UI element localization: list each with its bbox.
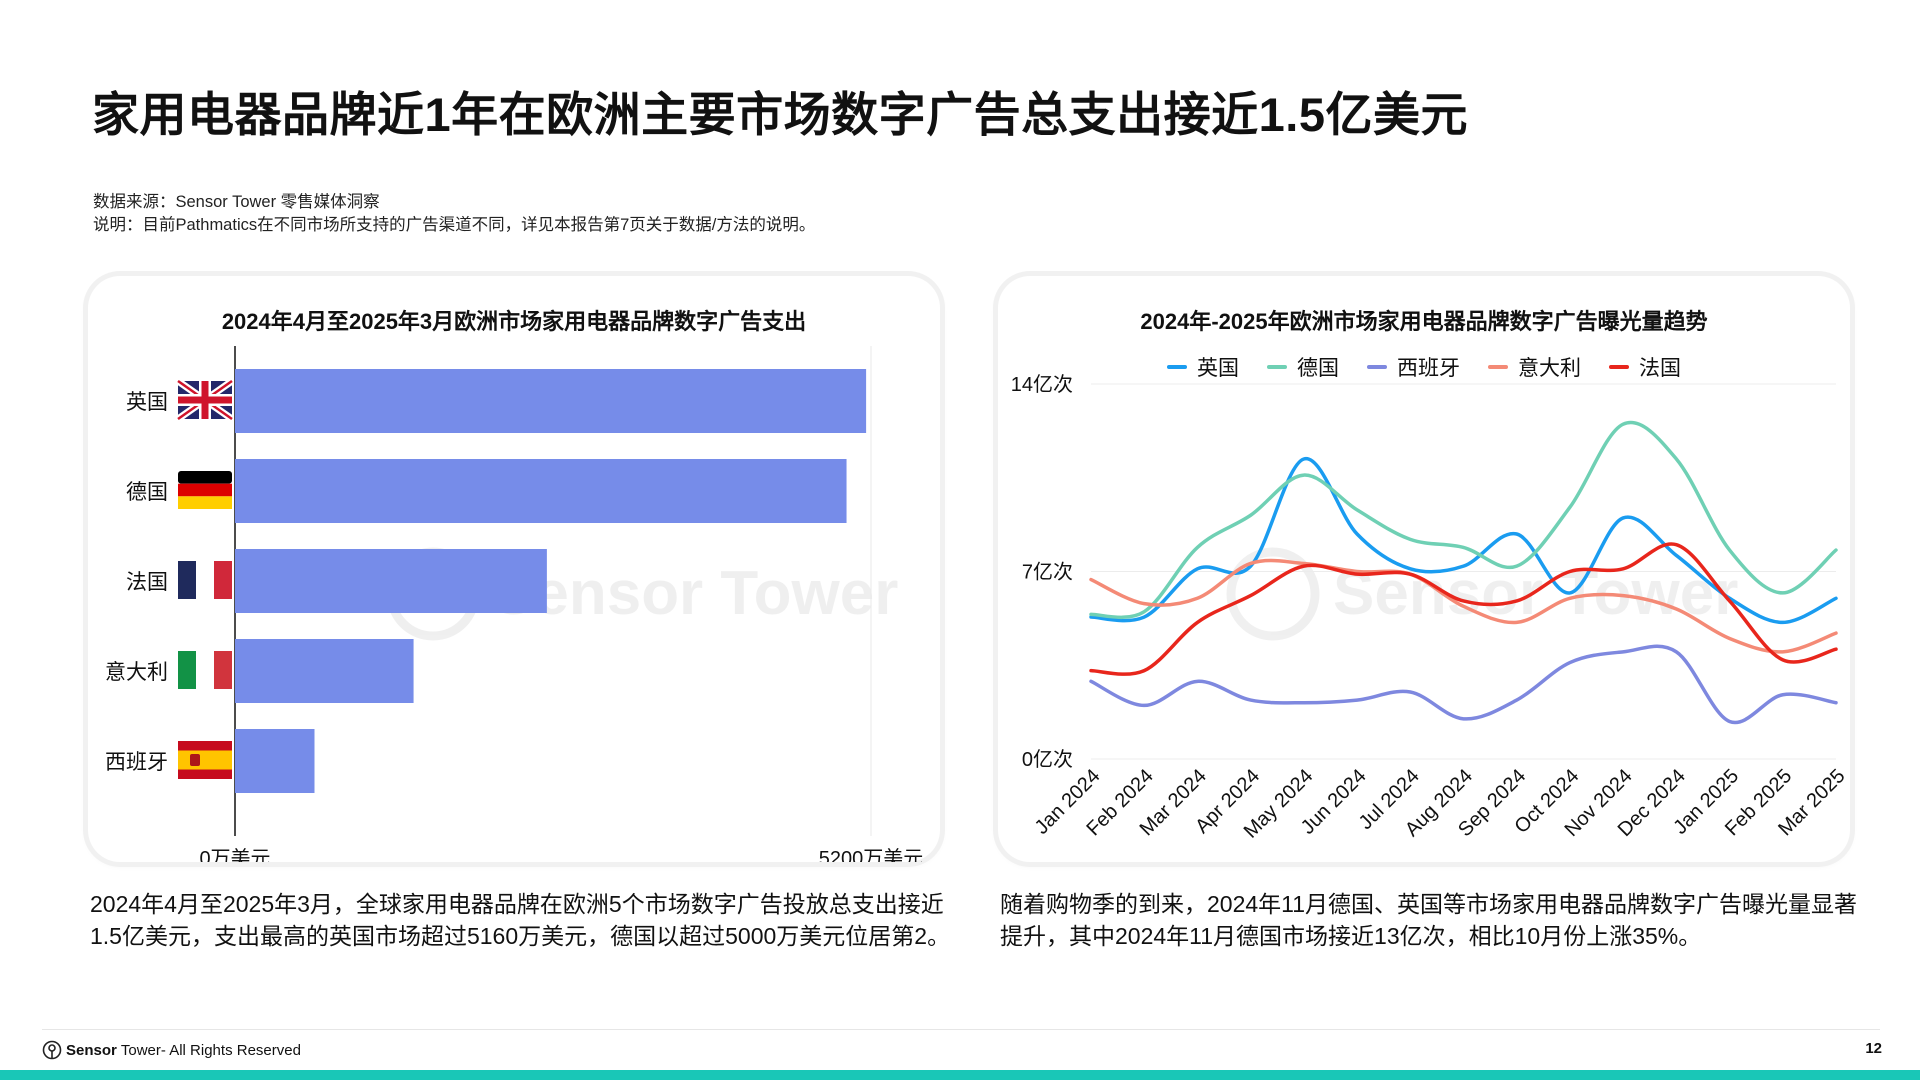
legend-item-uk: 英国 xyxy=(1167,352,1239,382)
series-line-fr xyxy=(1089,542,1838,676)
data-source-note: 数据来源：Sensor Tower 零售媒体洞察 说明：目前Pathmatics… xyxy=(93,191,815,237)
sensor-tower-logo-icon xyxy=(42,1040,62,1060)
france-flag-icon xyxy=(178,561,232,599)
italy-flag-icon xyxy=(178,651,232,689)
bar-chart-title: 2024年4月至2025年3月欧洲市场家用电器品牌数字广告支出 xyxy=(221,309,807,334)
legend-swatch xyxy=(1267,365,1287,369)
footer-logo: Sensor Tower - All Rights Reserved xyxy=(42,1040,301,1060)
legend-label: 意大利 xyxy=(1518,357,1581,380)
bar-4 xyxy=(235,729,315,793)
legend-item-de: 德国 xyxy=(1267,352,1339,382)
bar-x-tick-label: 5200万美元 xyxy=(819,847,924,862)
watermark-text: Sensor Tower xyxy=(493,559,898,628)
series-line-it xyxy=(1089,558,1838,654)
line-chart-title: 2024年-2025年欧洲市场家用电器品牌数字广告曝光量趋势 xyxy=(1140,309,1708,334)
line-y-tick-label: 7亿次 xyxy=(1022,561,1073,584)
legend-item-fr: 法国 xyxy=(1609,352,1681,382)
source-line: 数据来源：Sensor Tower 零售媒体洞察 xyxy=(93,193,380,211)
footer-rights: - All Rights Reserved xyxy=(160,1041,301,1059)
legend-swatch xyxy=(1609,365,1629,369)
bar-category-label: 西班牙 xyxy=(105,751,168,774)
method-note-line: 说明：目前Pathmatics在不同市场所支持的广告渠道不同，详见本报告第7页关… xyxy=(93,216,816,234)
line-chart-legend: 英国 德国 西班牙 意大利 法国 xyxy=(998,352,1850,382)
bar-category-label: 法国 xyxy=(126,571,168,594)
legend-swatch xyxy=(1488,365,1508,369)
legend-label: 德国 xyxy=(1297,357,1339,380)
bar-1 xyxy=(235,459,847,523)
footer-divider xyxy=(42,1029,1880,1030)
bar-category-label: 英国 xyxy=(126,391,168,414)
spend-bar-chart-card: 2024年4月至2025年3月欧洲市场家用电器品牌数字广告支出 Sensor T… xyxy=(88,276,940,862)
legend-item-es: 西班牙 xyxy=(1367,352,1460,382)
spend-description: 2024年4月至2025年3月，全球家用电器品牌在欧洲5个市场数字广告投放总支出… xyxy=(90,891,951,949)
line-y-tick-label: 14亿次 xyxy=(1011,373,1073,396)
series-line-uk xyxy=(1089,457,1838,625)
line-y-tick-label: 0亿次 xyxy=(1022,748,1073,771)
legend-swatch xyxy=(1167,365,1187,369)
legend-swatch xyxy=(1367,365,1387,369)
footer-brand-sensor: Sensor xyxy=(66,1041,117,1059)
legend-label: 西班牙 xyxy=(1397,357,1460,380)
bar-category-label: 德国 xyxy=(126,481,168,504)
bar-0 xyxy=(235,369,867,433)
series-line-de xyxy=(1089,420,1838,620)
legend-label: 英国 xyxy=(1197,357,1239,380)
page-title: 家用电器品牌近1年在欧洲主要市场数字广告总支出接近1.5亿美元 xyxy=(92,88,1468,141)
bar-x-tick-label: 0万美元 xyxy=(199,847,270,862)
bar-2 xyxy=(235,549,547,613)
impressions-description: 随着购物季的到来，2024年11月德国、英国等市场家用电器品牌数字广告曝光量显著… xyxy=(1000,891,1858,949)
legend-item-it: 意大利 xyxy=(1488,352,1581,382)
bottom-accent-bar xyxy=(0,1070,1920,1080)
impressions-line-chart-card: 2024年-2025年欧洲市场家用电器品牌数字广告曝光量趋势 Sensor To… xyxy=(998,276,1850,862)
uk-flag-icon xyxy=(175,378,235,422)
watermark-logo-icon xyxy=(1226,547,1320,641)
spain-flag-icon xyxy=(178,741,232,779)
legend-label: 法国 xyxy=(1639,357,1681,380)
germany-flag-icon xyxy=(178,471,232,509)
page-number: 12 xyxy=(1865,1040,1882,1057)
series-line-es xyxy=(1089,644,1838,725)
bar-category-label: 意大利 xyxy=(105,661,168,684)
bar-3 xyxy=(235,639,414,703)
footer-brand-tower: Tower xyxy=(120,1041,161,1059)
watermark: Sensor Tower xyxy=(386,547,898,641)
